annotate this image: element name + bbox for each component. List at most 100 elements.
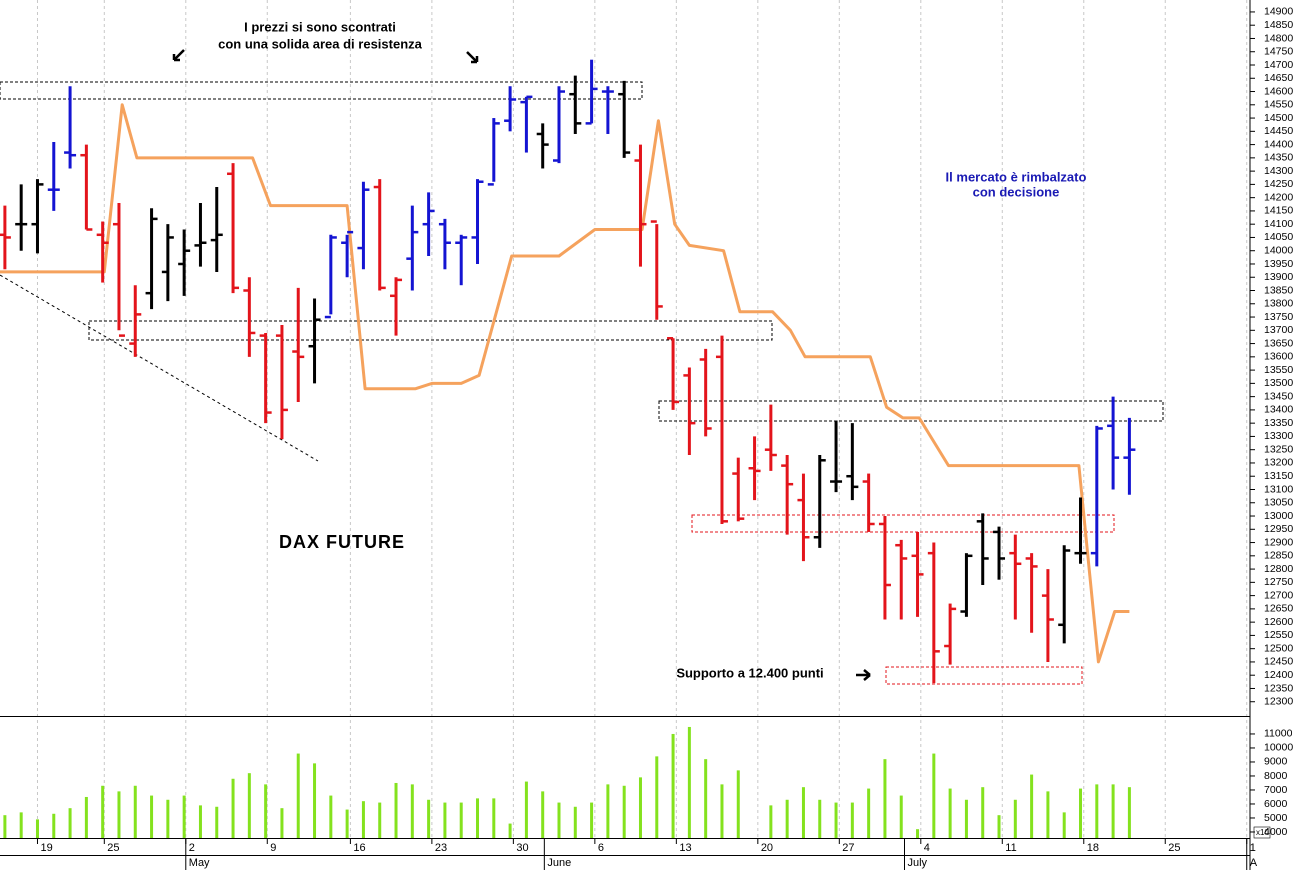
volume-bar [1127, 787, 1131, 838]
volume-bar [150, 795, 154, 838]
y-tick-label: 14750 [1264, 46, 1293, 58]
y-tick-label: 14550 [1264, 99, 1293, 111]
y-tick-label: 13100 [1264, 483, 1293, 495]
y-tick-label: 12400 [1264, 669, 1293, 681]
x-tick-label: 16 [353, 842, 365, 854]
volume-bar [476, 798, 480, 838]
price-bars [0, 59, 1136, 684]
volume-bar [899, 795, 903, 838]
arrow [172, 49, 185, 62]
volume-bar [231, 778, 235, 838]
y-tick-label: 13950 [1264, 258, 1293, 270]
y-tick-label: 12750 [1264, 576, 1293, 588]
volume-bar [394, 782, 398, 838]
y-tick-label: 14900 [1264, 6, 1293, 18]
volume-bar [508, 823, 512, 838]
volume-bar [785, 799, 789, 838]
y-tick-label: 12650 [1264, 603, 1293, 615]
y-tick-label: 13850 [1264, 284, 1293, 296]
y-tick-label: 13250 [1264, 443, 1293, 455]
volume-bar [361, 801, 365, 838]
volume-bar [378, 802, 382, 838]
volume-bar [52, 813, 56, 838]
multiplier-box [1253, 826, 1271, 839]
annotation: con decisione [973, 184, 1060, 199]
y-tick-label: 13600 [1264, 351, 1293, 363]
volume-bar [541, 791, 545, 838]
y-tick-label: 12550 [1264, 629, 1293, 641]
y-tick-label: 10000 [1264, 742, 1293, 754]
x-tick-label: 2 [189, 842, 195, 854]
level-box [88, 320, 773, 341]
volume-bar [264, 784, 268, 838]
x-tick-label: 9 [270, 842, 276, 854]
y-tick-label: 13900 [1264, 271, 1293, 283]
x-tick-label: 11 [1005, 842, 1016, 854]
annotation-layer: I prezzi si sono scontrati con una solid… [0, 19, 1164, 685]
volume-bar [964, 799, 968, 838]
volume-bar [1062, 812, 1066, 838]
y-tick-label: 12450 [1264, 656, 1293, 668]
volume-bar [997, 815, 1001, 838]
volume-bar [101, 785, 105, 838]
y-tick-label: 4000 [1264, 826, 1288, 838]
y-tick-label: 13300 [1264, 430, 1293, 442]
y-tick-label: 14450 [1264, 125, 1293, 137]
volume-bar [916, 829, 920, 838]
y-tick-label: 12600 [1264, 616, 1293, 628]
volume-bar [166, 799, 170, 838]
volume-bar [801, 787, 805, 838]
x-tick-label: 25 [107, 842, 119, 854]
y-tick-label: 11000 [1264, 728, 1293, 740]
volume-bar [198, 805, 202, 838]
volume-bar [19, 812, 23, 838]
y-tick-label: 9000 [1264, 756, 1288, 768]
y-tick-label: 7000 [1264, 784, 1288, 796]
annotation: Supporto a 12.400 punti [676, 665, 823, 680]
y-tick-label: 6000 [1264, 798, 1288, 810]
volume-bar [720, 784, 724, 838]
volume-bar [622, 785, 626, 838]
y-tick-label: 14350 [1264, 152, 1293, 164]
volume-bar [818, 799, 822, 838]
volume-bar [671, 733, 675, 838]
volume-bar [850, 802, 854, 838]
arrow [856, 669, 871, 681]
x-tick-label: 20 [761, 842, 773, 854]
y-tick-label: 13150 [1264, 470, 1293, 482]
y-tick-label: 13750 [1264, 311, 1293, 323]
y-tick-label: 13800 [1264, 298, 1293, 310]
volume-bar [1095, 784, 1099, 838]
x-tick-label: 6 [598, 842, 604, 854]
volume-bar [3, 815, 7, 838]
y-tick-label: 14850 [1264, 19, 1293, 31]
y-tick-label: 5000 [1264, 812, 1288, 824]
cloud-line [0, 103, 1130, 664]
y-tick-label: 14650 [1264, 72, 1293, 84]
month-label: June [547, 857, 571, 869]
y-tick-label: 12300 [1264, 696, 1293, 708]
chart-title: DAX FUTURE [279, 532, 405, 552]
volume-bar [215, 806, 219, 838]
y-tick-label: 14250 [1264, 178, 1293, 190]
trend-line [0, 274, 319, 462]
y-tick-label: 14400 [1264, 138, 1293, 150]
y-tick-label: 13450 [1264, 390, 1293, 402]
volume-bar [557, 802, 561, 838]
month-label: July [907, 857, 927, 869]
volume-bar [867, 788, 871, 838]
x-tick-label: 18 [1087, 842, 1099, 854]
y-tick-label: 13650 [1264, 337, 1293, 349]
x-tick-label: 27 [842, 842, 854, 854]
x-tick-label: 13 [679, 842, 691, 854]
annotation: con una solida area di resistenza [218, 36, 423, 51]
volume-bar [736, 770, 740, 838]
x-tick-label: 30 [516, 842, 528, 854]
x-tick-label: 4 [924, 842, 930, 854]
x-tick-label: 19 [40, 842, 52, 854]
month-label: May [189, 857, 210, 869]
y-tick-label: 13050 [1264, 497, 1293, 509]
y-tick-label: 12900 [1264, 536, 1293, 548]
